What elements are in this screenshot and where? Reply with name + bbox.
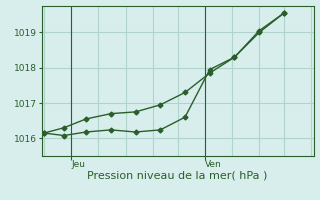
X-axis label: Pression niveau de la mer( hPa ): Pression niveau de la mer( hPa ) (87, 171, 268, 181)
